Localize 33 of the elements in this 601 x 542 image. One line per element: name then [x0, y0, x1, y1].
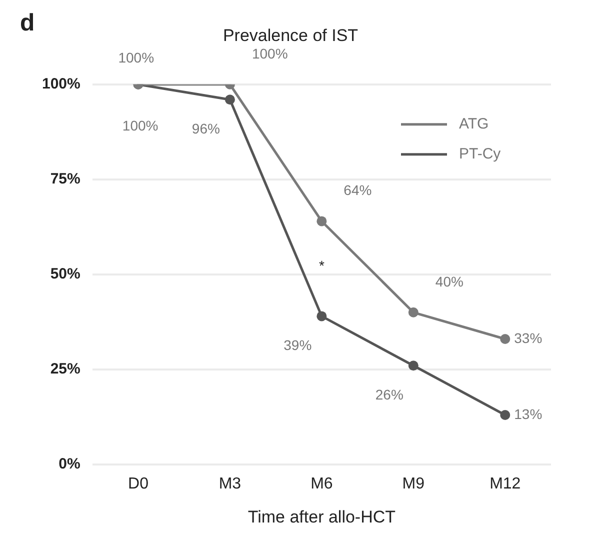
y-tick-label: 75% [50, 170, 80, 188]
annotation: * [318, 258, 325, 274]
y-tick-label: 0% [58, 456, 80, 473]
data-label: 26% [375, 386, 404, 402]
y-tick-label: 25% [50, 360, 80, 378]
point [408, 307, 418, 318]
legend-label: ATG [459, 116, 489, 133]
data-label: 39% [284, 337, 312, 354]
chart-title: Prevalence of IST [222, 26, 358, 45]
data-label: 13% [514, 406, 542, 422]
x-axis-title: Time after allo-HCT [248, 507, 396, 526]
text: d [20, 10, 35, 37]
data-label: 40% [435, 273, 464, 290]
x-tick-label: M12 [490, 475, 521, 492]
data-label: 96% [192, 120, 220, 136]
y-tick-label: 50% [50, 266, 80, 283]
x-tick-label: M6 [310, 475, 333, 492]
point [316, 311, 327, 322]
x-tick-label: M9 [402, 475, 425, 492]
y-tick-label: 100% [42, 76, 80, 93]
point [500, 410, 510, 420]
point [316, 216, 327, 226]
data-label: 100% [252, 45, 288, 62]
data-label: 33% [514, 330, 542, 346]
legend-label: PT-Cy [459, 146, 502, 163]
data-label: 64% [344, 182, 372, 198]
point [224, 94, 235, 105]
x-tick-label: D0 [128, 475, 149, 492]
x-tick-label: M3 [218, 475, 242, 492]
point [500, 334, 510, 344]
data-label: 100% [122, 117, 158, 134]
data-label: 100% [118, 49, 154, 66]
point [408, 360, 418, 371]
